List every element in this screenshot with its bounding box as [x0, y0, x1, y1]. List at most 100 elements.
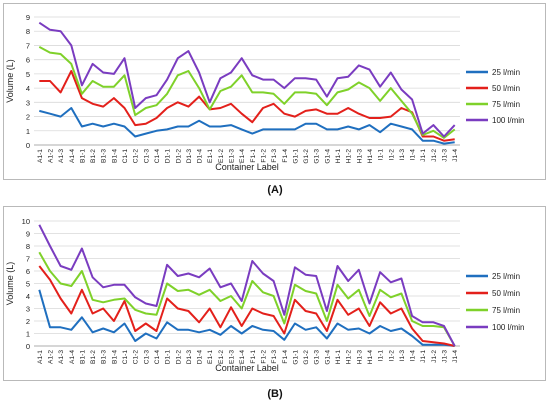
- series-line-100-l-min: [38, 224, 456, 347]
- x-tick-label: E1-2: [218, 149, 225, 163]
- x-tick-label: I1-2: [388, 149, 395, 161]
- y-axis-label: Volume (L): [5, 262, 15, 306]
- legend-label: 25 l/min: [492, 272, 520, 281]
- x-axis-label: Container Label: [215, 162, 279, 172]
- x-tick-label: J1-4: [452, 149, 459, 162]
- series-group: [38, 21, 456, 145]
- x-tick-label: C1-1: [122, 350, 129, 365]
- x-tick-labels: A1-1 A1-2 A1-3 A1-4 B1-1 B1-2 B1-3 B1-4 C1-1 C1-2…: [37, 149, 459, 164]
- panel-label-b: (B): [267, 388, 283, 400]
- legend-label: 50 l/min: [492, 84, 520, 93]
- x-tick-labels: A1-1 A1-2 A1-3 A1-4 B1-1 B1-2 B1-3 B1-4 C1-1 C1-2…: [37, 350, 459, 365]
- x-tick-label: B1-2: [90, 350, 97, 364]
- x-tick-label: I1-3: [399, 350, 406, 362]
- x-tick-label: I1-1: [378, 350, 385, 362]
- x-tick-label: F1-2: [260, 350, 267, 364]
- x-tick-label: G1-3: [314, 350, 321, 365]
- x-tick-label: H1-1: [335, 149, 342, 164]
- y-tick-label: 3: [26, 305, 30, 314]
- chart-frame-b: [3, 206, 546, 381]
- legend-label: 75 l/min: [492, 100, 520, 109]
- x-tick-label: B1-1: [79, 350, 86, 364]
- x-tick-label: F1-2: [260, 149, 267, 163]
- legend-label: 100 l/min: [492, 323, 524, 332]
- chart-panel-b: 0 1 2 3 4 5 6 7 8 9 10 A1-1 A1-2 A1-3 A1-4 B1-1 B1-2 B1-3…: [0, 203, 550, 384]
- x-tick-label: H1-4: [367, 350, 374, 365]
- x-tick-label: A1-1: [37, 350, 44, 364]
- series-line-25-l-min: [39, 107, 455, 145]
- x-tick-label: C1-2: [133, 350, 140, 365]
- x-tick-label: C1-4: [154, 149, 161, 164]
- y-tick-label: 6: [26, 267, 30, 276]
- x-tick-label: E1-4: [239, 350, 246, 364]
- x-tick-label: D1-4: [197, 149, 204, 164]
- x-tick-label: B1-1: [79, 149, 86, 163]
- x-tick-label: C1-1: [122, 149, 129, 164]
- legend-label: 50 l/min: [492, 289, 520, 298]
- y-tick-label: 7: [26, 255, 30, 264]
- x-axis-label: Container Label: [215, 363, 279, 373]
- x-tick-label: D1-4: [197, 350, 204, 365]
- x-tick-label: J1-3: [442, 149, 449, 162]
- x-tick-label: H1-1: [335, 350, 342, 365]
- x-tick-label: I1-1: [378, 149, 385, 161]
- x-tick-label: G1-1: [292, 149, 299, 164]
- line-chart-a: 0 1 2 3 4 5 6 7 8 9 A1-1 A1-2 A1-3 A1-4 B1-1 B1-2 B1-3 B1…: [5, 13, 524, 172]
- y-tick-label: 2: [26, 317, 30, 326]
- legend-label: 75 l/min: [492, 306, 520, 315]
- chart-frame-a: [3, 3, 546, 180]
- y-tick-label: 5: [26, 70, 30, 79]
- x-tick-label: C1-2: [133, 149, 140, 164]
- series-line-25-l-min: [38, 289, 455, 347]
- x-tick-label: G1-4: [324, 350, 331, 365]
- line-chart-b: 0 1 2 3 4 5 6 7 8 9 10 A1-1 A1-2 A1-3 A1-4 B1-1 B1-2 B1-3…: [5, 217, 524, 373]
- x-tick-label: G1-1: [292, 350, 299, 365]
- x-tick-label: F1-1: [250, 149, 257, 163]
- x-tick-label: F1-3: [271, 350, 278, 364]
- y-tick-label: 9: [26, 13, 30, 22]
- x-tick-label: A1-2: [47, 149, 54, 163]
- x-tick-label: I1-4: [410, 350, 417, 362]
- x-tick-label: E1-4: [239, 149, 246, 163]
- series-line-50-l-min: [39, 70, 455, 142]
- x-tick-label: A1-1: [37, 149, 44, 163]
- x-tick-label: J1-2: [431, 350, 438, 363]
- y-tick-label: 4: [26, 292, 30, 301]
- x-tick-label: H1-2: [346, 149, 353, 164]
- x-tick-label: J1-1: [420, 350, 427, 363]
- series-line-75-l-min: [38, 46, 456, 139]
- x-tick-label: H1-3: [356, 149, 363, 164]
- x-tick-label: B1-2: [90, 149, 97, 163]
- y-tick-labels: 0 1 2 3 4 5 6 7 8 9: [26, 13, 30, 150]
- legend: 25 l/min 50 l/min 75 l/min 100 l/min: [466, 272, 524, 332]
- x-tick-label: J1-3: [442, 350, 449, 363]
- y-tick-label: 5: [26, 280, 30, 289]
- x-tick-label: I1-3: [399, 149, 406, 161]
- x-tick-label: F1-4: [282, 149, 289, 163]
- chart-panel-a: 0 1 2 3 4 5 6 7 8 9 A1-1 A1-2 A1-3 A1-4 B1-1 B1-2 B1-3 B1…: [0, 0, 550, 183]
- y-tick-label: 0: [26, 141, 30, 150]
- legend-label: 25 l/min: [492, 68, 520, 77]
- x-tick-label: D1-3: [186, 149, 193, 164]
- x-tick-label: B1-3: [101, 350, 108, 364]
- y-tick-label: 0: [26, 342, 30, 351]
- x-tick-label: D1-1: [165, 149, 172, 164]
- series-line-50-l-min: [38, 265, 455, 347]
- x-tick-label: H1-3: [356, 350, 363, 365]
- x-tick-label: A1-4: [69, 149, 76, 163]
- x-tick-label: J1-4: [452, 350, 459, 363]
- x-tick-label: B1-3: [101, 149, 108, 163]
- legend-label: 100 l/min: [492, 116, 524, 125]
- x-tick-label: J1-1: [420, 149, 427, 162]
- y-tick-label: 4: [26, 84, 30, 93]
- y-tick-label: 2: [26, 113, 30, 122]
- y-tick-label: 6: [26, 56, 30, 65]
- x-tick-label: A1-3: [58, 149, 65, 163]
- x-tick-label: C1-3: [143, 149, 150, 164]
- series-group: [38, 224, 456, 347]
- y-tick-label: 7: [26, 41, 30, 50]
- y-tick-label: 8: [26, 27, 30, 36]
- y-tick-label: 1: [26, 330, 30, 339]
- x-tick-label: E1-3: [229, 149, 236, 163]
- x-tick-label: A1-3: [58, 350, 65, 364]
